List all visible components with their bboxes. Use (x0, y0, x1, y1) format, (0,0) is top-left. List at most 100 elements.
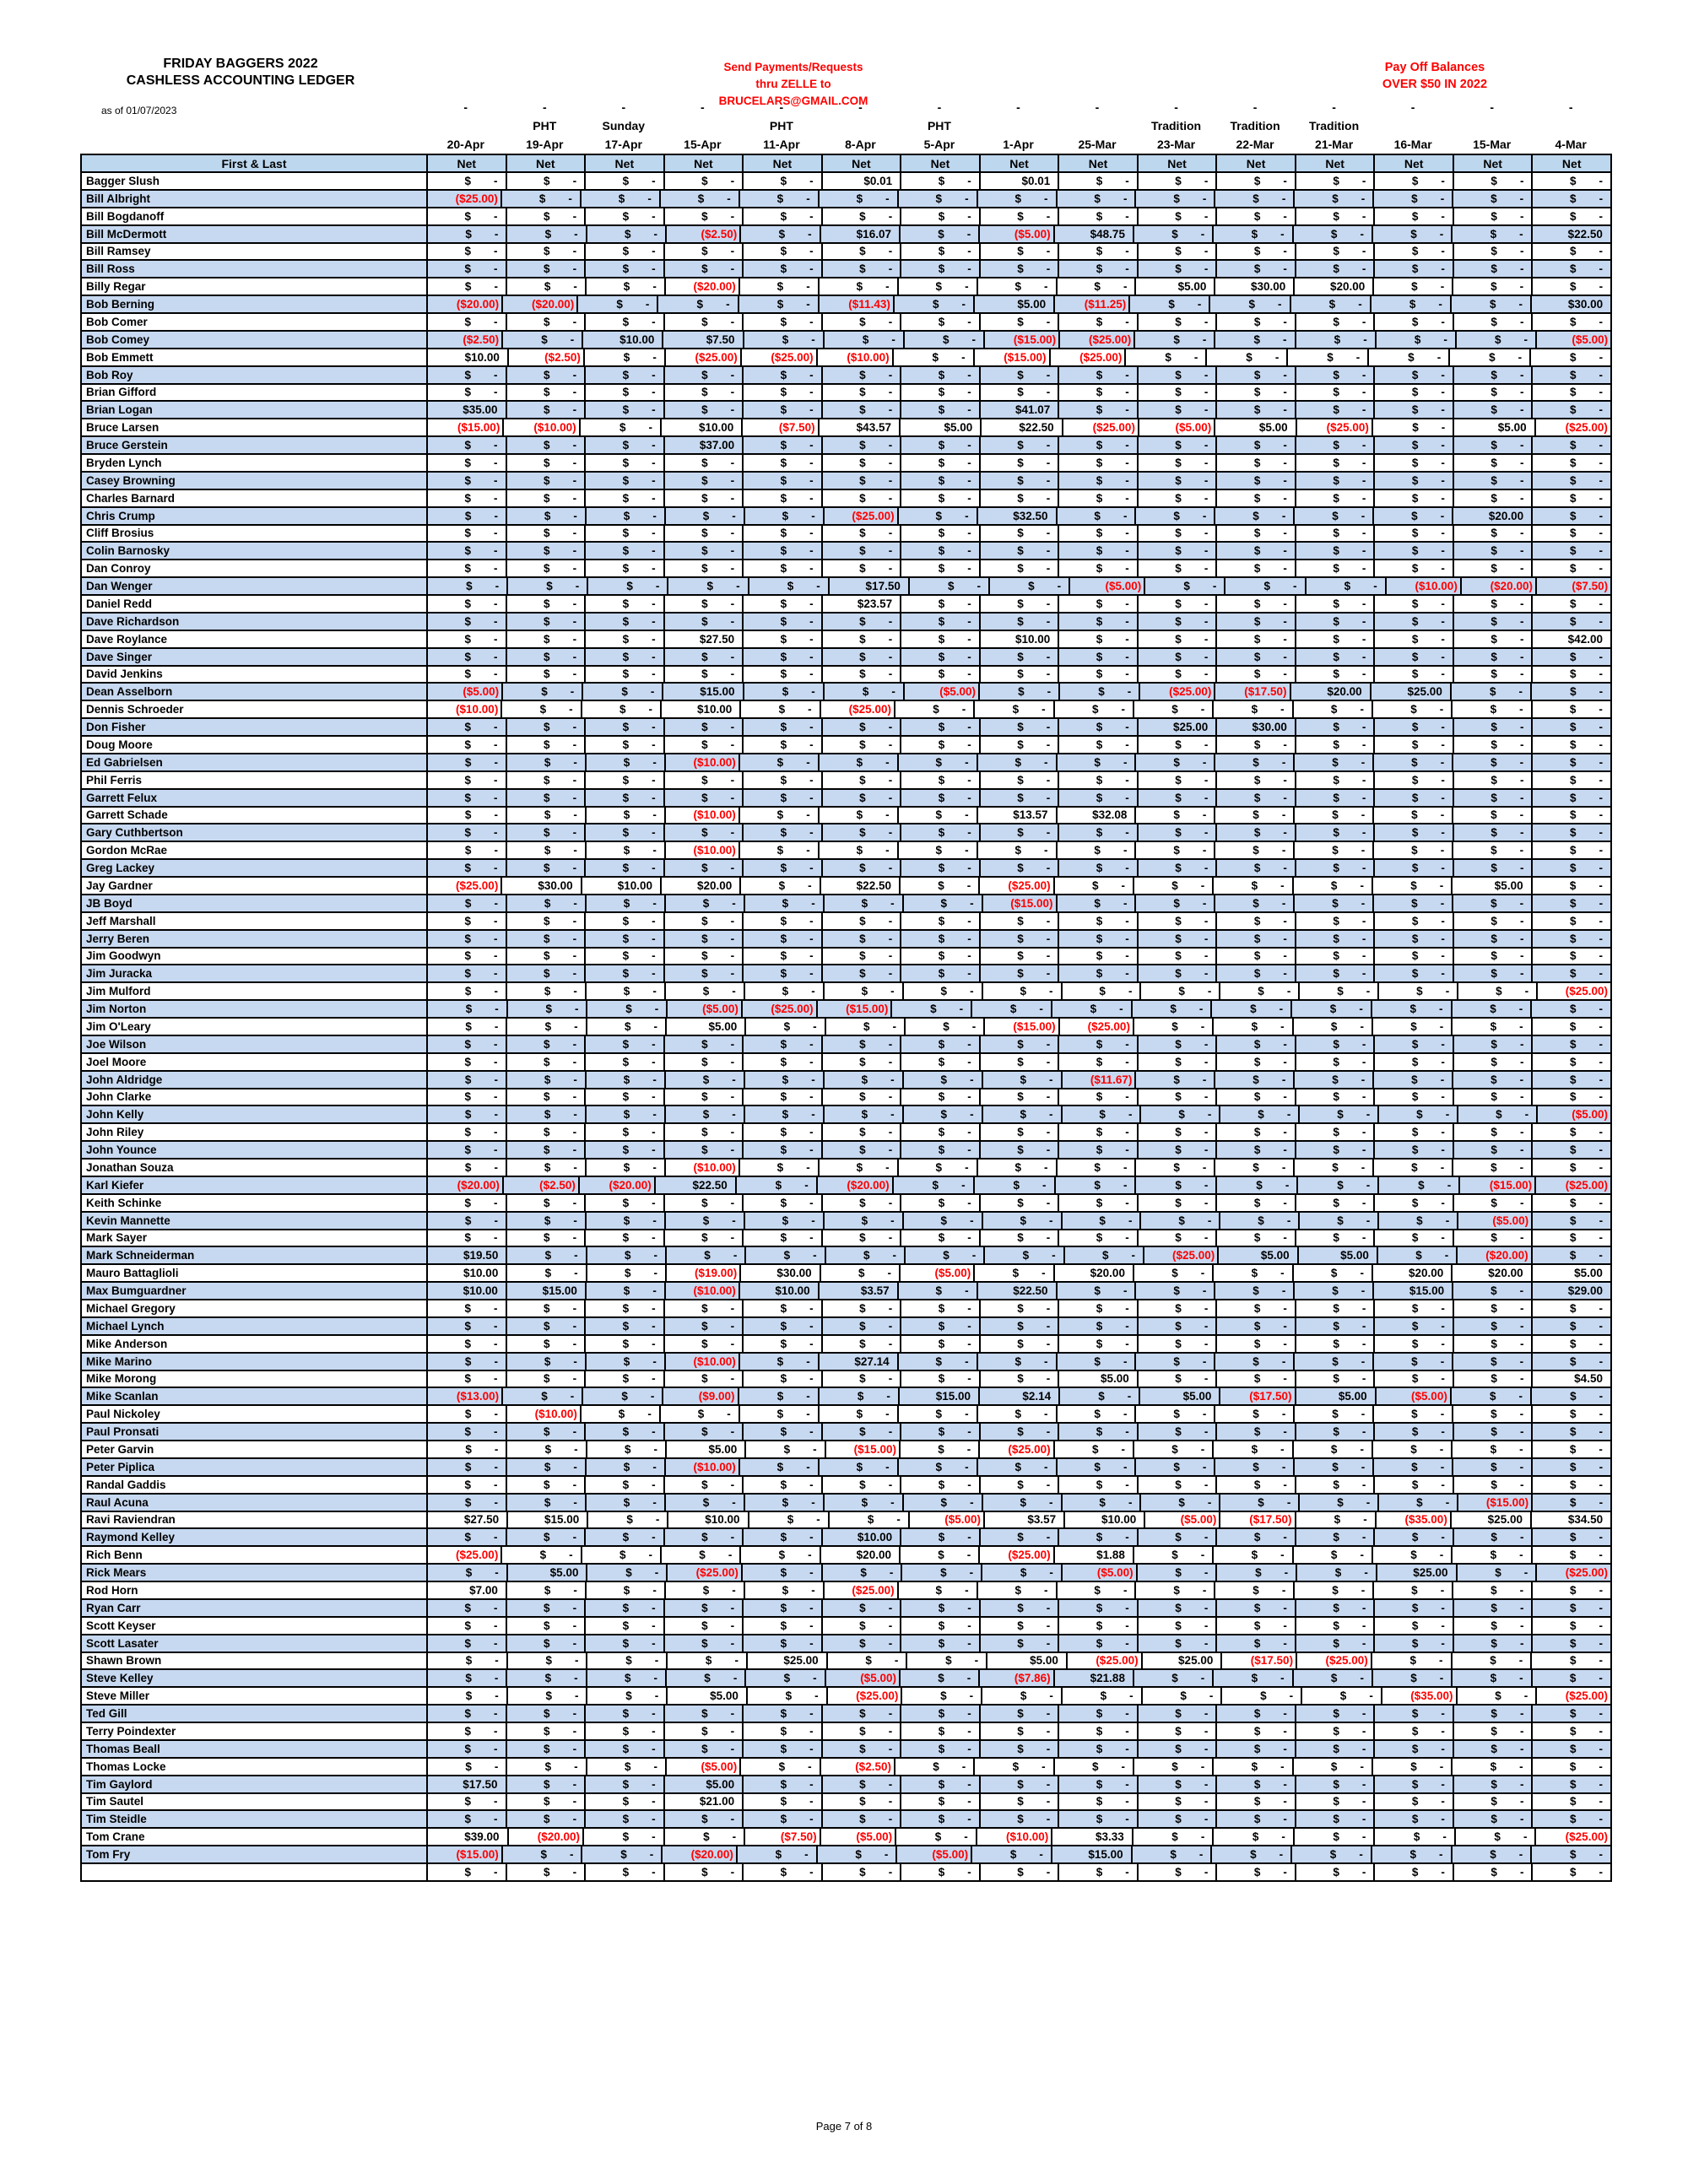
net-value-cell: $ - (1372, 1001, 1453, 1019)
currency-symbol: $ (938, 721, 945, 734)
zero-dash: - (1281, 1830, 1285, 1844)
zero-dash: - (1281, 1073, 1286, 1086)
zero-dash: - (888, 1337, 893, 1350)
table-row: Bruce Gerstein $ - $ - $ - $37.00 $ - $ - $ - $ - $ - $ - $ -… (82, 437, 1612, 455)
zero-dash: - (1202, 896, 1207, 910)
currency-symbol: $ (623, 1460, 630, 1473)
net-value-cell: $ - (1293, 1019, 1373, 1036)
currency-symbol: $ (1094, 844, 1101, 857)
net-value-cell: $ - (1217, 1089, 1296, 1107)
currency-symbol: $ (1569, 1249, 1577, 1262)
zero-dash: - (813, 1019, 817, 1033)
net-value-cell: $ - (892, 1001, 973, 1019)
currency-symbol: $ (622, 1090, 630, 1104)
currency-symbol: $ (1017, 1319, 1024, 1333)
currency-symbol: $ (1411, 491, 1419, 505)
net-value-cell: $ - (822, 1194, 902, 1213)
currency-symbol: $ (859, 1795, 866, 1808)
currency-symbol: $ (544, 826, 550, 840)
zero-dash: - (1049, 1689, 1053, 1703)
zero-dash: - (1202, 808, 1207, 822)
net-value-cell: $ - (1059, 455, 1139, 473)
currency-symbol: $ (544, 985, 551, 998)
zero-dash: - (736, 580, 740, 593)
zero-dash: - (1519, 1425, 1524, 1439)
zero-dash: - (1204, 527, 1209, 540)
currency-symbol: $ (1569, 209, 1577, 223)
currency-symbol: $ (544, 896, 551, 910)
player-name-cell: Casey Browning (82, 472, 428, 490)
zero-dash: - (652, 1478, 656, 1491)
zero-dash: - (1441, 1425, 1445, 1439)
net-value-cell: $ - (586, 1124, 665, 1143)
currency-symbol: $ (938, 1055, 945, 1068)
currency-symbol: $ (932, 298, 939, 311)
net-value-cell: $ - (664, 384, 744, 403)
zero-dash: - (572, 862, 577, 875)
zero-dash: - (1360, 1549, 1364, 1562)
currency-symbol: $ (942, 332, 950, 346)
currency-symbol: $ (938, 456, 945, 469)
zero-dash: - (1125, 1196, 1129, 1209)
net-value-cell: $ - (1138, 261, 1218, 279)
currency-symbol: $ (1491, 1795, 1497, 1808)
currency-symbol: $ (862, 332, 869, 346)
date-cell: 4-Mar (1555, 138, 1587, 151)
net-value-cell: $ - (1533, 1776, 1612, 1794)
currency-symbol: $ (622, 949, 630, 963)
zero-dash: - (730, 1090, 735, 1104)
currency-symbol: $ (780, 262, 787, 276)
currency-symbol: $ (701, 932, 708, 945)
net-value-cell: $ - (1295, 754, 1375, 772)
net-value-cell: $ - (1136, 1353, 1216, 1371)
positive-amount: $5.00 (1338, 1390, 1367, 1403)
currency-symbol: $ (859, 932, 866, 945)
currency-symbol: $ (1094, 1178, 1101, 1192)
zero-dash: - (809, 1813, 814, 1826)
zero-dash: - (1280, 1442, 1285, 1456)
currency-symbol: $ (1017, 245, 1024, 258)
net-value-cell: $ - (586, 1317, 665, 1336)
net-value-cell: $ - (819, 1160, 899, 1177)
zero-dash: - (1361, 1460, 1366, 1473)
net-value-cell: $ - (506, 771, 587, 790)
currency-symbol: $ (1017, 527, 1024, 540)
positive-amount: $20.00 (1327, 685, 1362, 699)
currency-symbol: $ (1020, 1495, 1026, 1509)
zero-dash: - (494, 1531, 498, 1544)
net-value-cell: ($10.00) (504, 419, 581, 438)
net-value-cell: $ - (506, 1706, 587, 1723)
currency-symbol: $ (938, 1143, 945, 1157)
net-value-cell: $ - (1057, 895, 1137, 913)
net-value-cell: $42.00 (1533, 630, 1612, 649)
currency-symbol: $ (1253, 914, 1261, 927)
currency-symbol: $ (544, 174, 550, 187)
currency-symbol: $ (701, 721, 708, 734)
currency-symbol: $ (622, 614, 630, 628)
zero-dash: - (1204, 1143, 1209, 1157)
currency-symbol: $ (1175, 738, 1182, 751)
currency-symbol: $ (1253, 1126, 1261, 1139)
player-name-cell: Tim Steidle (82, 1811, 428, 1830)
zero-dash: - (1445, 1495, 1450, 1509)
net-value-cell: $ - (1059, 1706, 1139, 1723)
net-value-cell: $ - (980, 596, 1060, 614)
zero-dash: - (652, 914, 656, 927)
currency-symbol: $ (1333, 491, 1339, 505)
zero-dash: - (653, 1760, 657, 1773)
currency-symbol: $ (1175, 1301, 1182, 1315)
negative-amount: ($5.00) (1572, 1108, 1609, 1122)
currency-symbol: $ (622, 527, 630, 540)
zero-dash: - (568, 192, 572, 205)
net-value-cell: $ - (1133, 1670, 1215, 1689)
net-value-cell: $ - (586, 1194, 665, 1213)
currency-symbol: $ (624, 1442, 631, 1456)
currency-symbol: $ (1175, 439, 1182, 452)
currency-symbol: $ (1410, 1442, 1417, 1456)
zero-dash: - (1359, 1848, 1363, 1862)
zero-dash: - (572, 1813, 577, 1826)
negative-amount: ($25.00) (1325, 1654, 1368, 1668)
table-row: Peter Piplica $ - $ - $ - ($10.00) $ - $ - $ - $ - $ - $ - $… (82, 1458, 1613, 1477)
net-value-cell: ($25.00) (1067, 1652, 1143, 1671)
currency-symbol: $ (618, 1408, 625, 1421)
